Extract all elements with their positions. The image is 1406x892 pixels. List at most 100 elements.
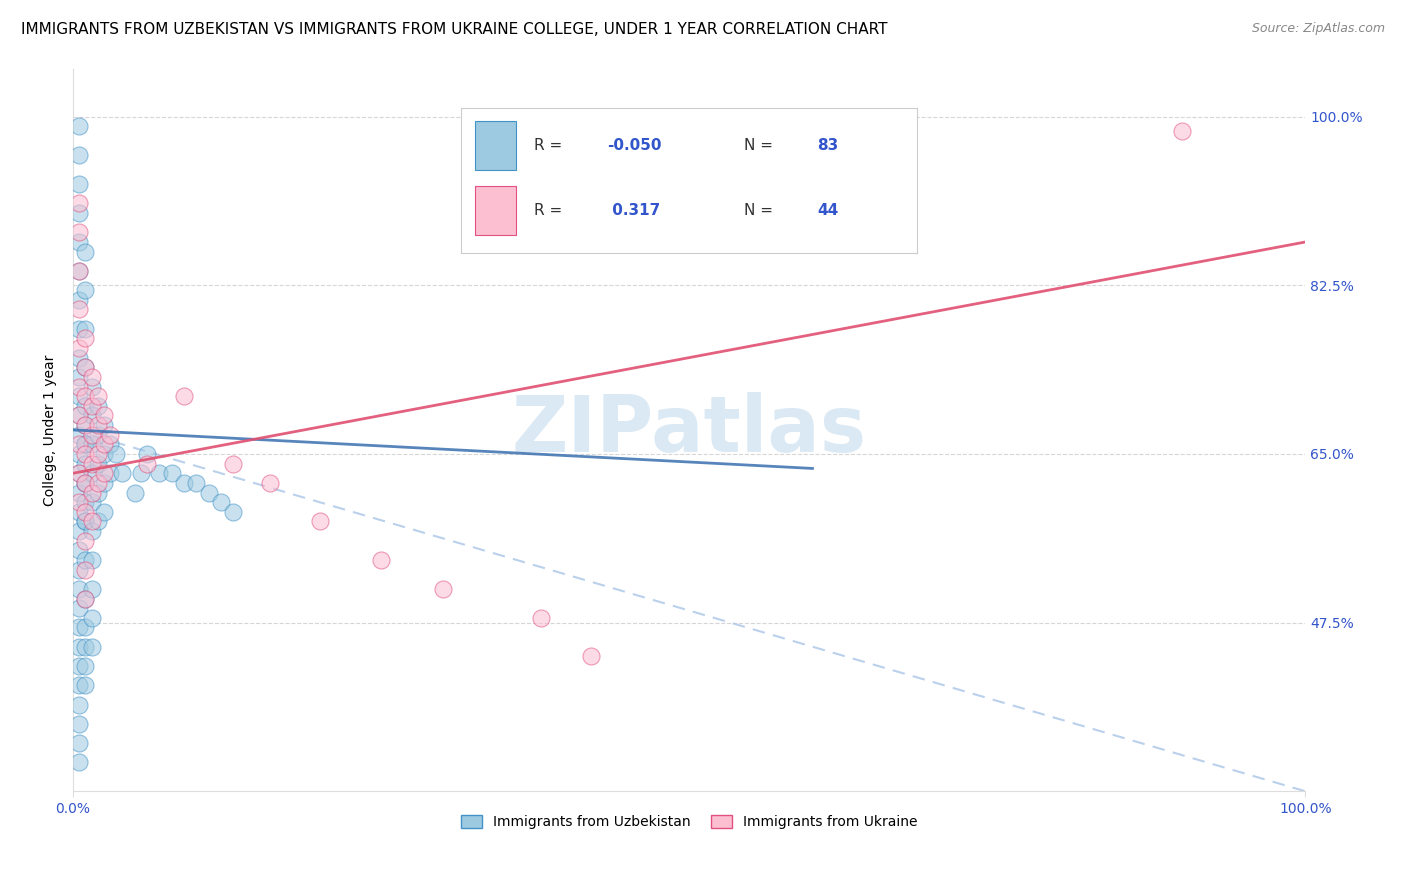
Point <box>432 582 454 596</box>
Point <box>75 418 97 433</box>
Point <box>67 302 90 317</box>
Point <box>75 360 97 375</box>
Point <box>75 505 97 519</box>
Point <box>209 495 232 509</box>
Point <box>370 553 392 567</box>
Point <box>197 485 219 500</box>
Point <box>80 409 103 423</box>
Point <box>80 370 103 384</box>
Point <box>75 591 97 606</box>
Point <box>173 475 195 490</box>
Point <box>75 495 97 509</box>
Point <box>67 736 90 750</box>
Point <box>80 515 103 529</box>
Point <box>93 437 115 451</box>
Point <box>129 467 152 481</box>
Point <box>67 678 90 692</box>
Point <box>93 475 115 490</box>
Point <box>67 716 90 731</box>
Point <box>67 467 90 481</box>
Point <box>80 427 103 442</box>
Point <box>75 322 97 336</box>
Point <box>75 447 97 461</box>
Point <box>98 427 121 442</box>
Point <box>67 177 90 191</box>
Point <box>67 640 90 654</box>
Point <box>67 351 90 365</box>
Point <box>80 457 103 471</box>
Point <box>75 244 97 259</box>
Point <box>75 418 97 433</box>
Point <box>308 515 330 529</box>
Point <box>259 475 281 490</box>
Point <box>80 485 103 500</box>
Point <box>75 437 97 451</box>
Point <box>67 206 90 220</box>
Point <box>75 620 97 634</box>
Point <box>67 264 90 278</box>
Point <box>173 389 195 403</box>
Point <box>80 553 103 567</box>
Point <box>93 418 115 433</box>
Point <box>67 698 90 712</box>
Point <box>75 399 97 413</box>
Point <box>67 756 90 770</box>
Point <box>93 447 115 461</box>
Point <box>148 467 170 481</box>
Point <box>105 447 128 461</box>
Point <box>75 360 97 375</box>
Point <box>67 409 90 423</box>
Point <box>67 582 90 596</box>
Point <box>67 322 90 336</box>
Point <box>67 467 90 481</box>
Point <box>67 620 90 634</box>
Point <box>75 283 97 297</box>
Point <box>67 485 90 500</box>
Point <box>75 475 97 490</box>
Point <box>75 553 97 567</box>
Point <box>75 389 97 403</box>
Point <box>80 524 103 538</box>
Point <box>67 196 90 211</box>
Point <box>87 389 110 403</box>
Point <box>67 235 90 249</box>
Point <box>67 225 90 239</box>
Point <box>87 447 110 461</box>
Point <box>1171 124 1194 138</box>
Point <box>93 409 115 423</box>
Point <box>67 148 90 162</box>
Point <box>136 447 159 461</box>
Point <box>186 475 208 490</box>
Point <box>67 601 90 615</box>
Point <box>67 437 90 451</box>
Point <box>222 505 245 519</box>
Point <box>75 331 97 345</box>
Point <box>98 467 121 481</box>
Point <box>67 659 90 673</box>
Point <box>80 582 103 596</box>
Point <box>67 341 90 355</box>
Point <box>222 457 245 471</box>
Point <box>67 563 90 577</box>
Point <box>67 264 90 278</box>
Legend: Immigrants from Uzbekistan, Immigrants from Ukraine: Immigrants from Uzbekistan, Immigrants f… <box>456 810 924 835</box>
Point <box>80 437 103 451</box>
Point <box>67 370 90 384</box>
Point <box>67 293 90 307</box>
Point <box>75 437 97 451</box>
Point <box>75 640 97 654</box>
Text: ZIPatlas: ZIPatlas <box>512 392 866 468</box>
Point <box>67 505 90 519</box>
Point <box>67 543 90 558</box>
Point <box>98 437 121 451</box>
Point <box>136 457 159 471</box>
Point <box>75 659 97 673</box>
Point <box>80 640 103 654</box>
Point <box>67 495 90 509</box>
Point <box>87 418 110 433</box>
Point <box>80 379 103 393</box>
Point <box>80 611 103 625</box>
Point <box>80 399 103 413</box>
Point <box>67 120 90 134</box>
Point <box>124 485 146 500</box>
